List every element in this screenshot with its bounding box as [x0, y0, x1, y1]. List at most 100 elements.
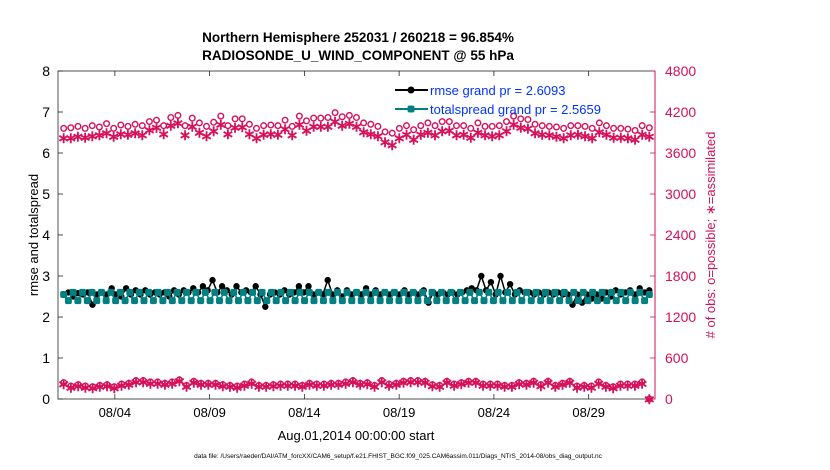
- obs-low-assimilated-point: ∗: [527, 375, 540, 392]
- obs-assimilated-point: ∗: [536, 127, 549, 144]
- obs-low-possible-point: [284, 380, 292, 388]
- spread-point: [149, 297, 157, 305]
- obs-low-assimilated-point: ∗: [614, 377, 627, 394]
- obs-low-possible-point: [190, 377, 198, 385]
- obs-possible-point: [95, 123, 103, 131]
- obs-low-possible-point: [638, 378, 646, 386]
- obs-low-assimilated-point: ∗: [202, 377, 215, 394]
- obs-low-possible-point: [183, 381, 191, 389]
- spread-point: [499, 297, 507, 305]
- obs-possible-point: [545, 122, 553, 130]
- obs-low-possible-point: [262, 381, 270, 389]
- x-tick-label: 08/04: [99, 405, 132, 420]
- right-y-tick-label: 2400: [665, 227, 696, 243]
- obs-low-possible-point: [443, 377, 451, 385]
- spread-point: [154, 288, 162, 296]
- spread-point: [272, 297, 280, 305]
- obs-low-assimilated-point: ∗: [397, 375, 410, 392]
- obs-possible-point: [303, 117, 311, 125]
- spread-point: [570, 288, 578, 296]
- rmse-point: [506, 281, 514, 288]
- obs-possible-point: [74, 122, 82, 130]
- obs-possible-point: [81, 124, 89, 132]
- obs-low-possible-point: [118, 380, 126, 388]
- spread-point: [574, 297, 582, 305]
- obs-assimilated-point: ∗: [372, 128, 385, 145]
- obs-assimilated-point: ∗: [72, 129, 85, 146]
- obs-low-assimilated-point: ∗: [513, 376, 526, 393]
- obs-possible-point: [502, 118, 510, 126]
- obs-assimilated-point: ∗: [286, 127, 299, 144]
- obs-low-possible-point: [371, 381, 379, 389]
- obs-low-assimilated-point: ∗: [195, 377, 208, 394]
- spread-point: [329, 297, 337, 305]
- obs-assimilated-point: ∗: [386, 137, 399, 154]
- spread-point: [390, 288, 398, 296]
- spread-point: [641, 297, 649, 305]
- spread-series: [60, 288, 653, 305]
- right-y-axis-label: # of obs: o=possible; ∗=assimilated: [703, 132, 718, 339]
- spread-point: [192, 288, 200, 296]
- spread-point: [324, 288, 332, 296]
- spread-point: [79, 288, 87, 296]
- obs-low-assimilated-point: ∗: [130, 374, 143, 391]
- obs-low-assimilated-point: ∗: [484, 377, 497, 394]
- spread-point: [494, 288, 502, 296]
- obs-low-assimilated-point: ∗: [238, 377, 251, 394]
- obs-low-assimilated-point: ∗: [122, 377, 135, 394]
- obs-low-assimilated-point: ∗: [419, 375, 432, 392]
- obs-low-assimilated-point: ∗: [144, 375, 157, 392]
- spread-point: [419, 288, 427, 296]
- obs-possible-point: [267, 121, 275, 129]
- obs-possible-point: [524, 116, 532, 124]
- obs-assimilated-point: ∗: [215, 116, 228, 133]
- obs-low-assimilated-point: ∗: [462, 375, 475, 392]
- obs-low-possible-point: [522, 379, 530, 387]
- obs-assimilated-point: ∗: [614, 129, 627, 146]
- obs-assimilated-point: ∗: [400, 127, 413, 144]
- obs-low-possible-point: [146, 378, 154, 386]
- obs-low-assimilated-point: ∗: [354, 377, 367, 394]
- obs-possible-point: [124, 122, 132, 130]
- spread-point: [603, 297, 611, 305]
- spread-point: [357, 297, 365, 305]
- spread-point: [471, 297, 479, 305]
- data-file-footnote: data file: /Users/raeder/DAI/ATM_forcXX/…: [194, 453, 603, 460]
- spread-point: [97, 288, 105, 296]
- obs-low-assimilated-point: ∗: [563, 375, 576, 392]
- obs-low-assimilated-point: ∗: [115, 377, 128, 394]
- left-y-tick-label: 5: [42, 186, 50, 202]
- spread-point: [584, 297, 592, 305]
- spread-point: [249, 288, 257, 296]
- spread-point: [381, 288, 389, 296]
- obs-low-assimilated-point: ∗: [433, 379, 446, 396]
- spread-point: [301, 297, 309, 305]
- spread-point: [173, 288, 181, 296]
- obs-possible-point: [481, 122, 489, 130]
- spread-point: [291, 297, 299, 305]
- obs-low-assimilated-point: ∗: [173, 373, 186, 390]
- spread-point: [126, 288, 134, 296]
- obs-assimilated-point: ∗: [629, 131, 642, 148]
- obs-low-possible-point: [414, 377, 422, 385]
- obs-low-possible-point: [551, 381, 559, 389]
- obs-possible-point: [638, 122, 646, 130]
- spread-point: [617, 288, 625, 296]
- right-y-tick-label: 4200: [665, 104, 696, 120]
- obs-low-possible-point: [479, 380, 487, 388]
- obs-low-possible-point: [616, 380, 624, 388]
- spread-point: [258, 288, 266, 296]
- obs-low-assimilated-point: ∗: [535, 378, 548, 395]
- spread-point: [565, 297, 573, 305]
- obs-assimilated-point: ∗: [122, 127, 135, 144]
- spread-point: [348, 297, 356, 305]
- obs-low-possible-point: [573, 382, 581, 390]
- obs-low-possible-point: [501, 381, 509, 389]
- obs-assimilated-point: ∗: [243, 126, 256, 143]
- obs-assimilated-point: ∗: [315, 118, 328, 135]
- obs-low-assimilated-point: ∗: [470, 375, 483, 392]
- x-tick-label: 08/14: [288, 405, 321, 420]
- spread-point: [636, 288, 644, 296]
- obs-assimilated-point: ∗: [307, 118, 320, 135]
- spread-point: [560, 288, 568, 296]
